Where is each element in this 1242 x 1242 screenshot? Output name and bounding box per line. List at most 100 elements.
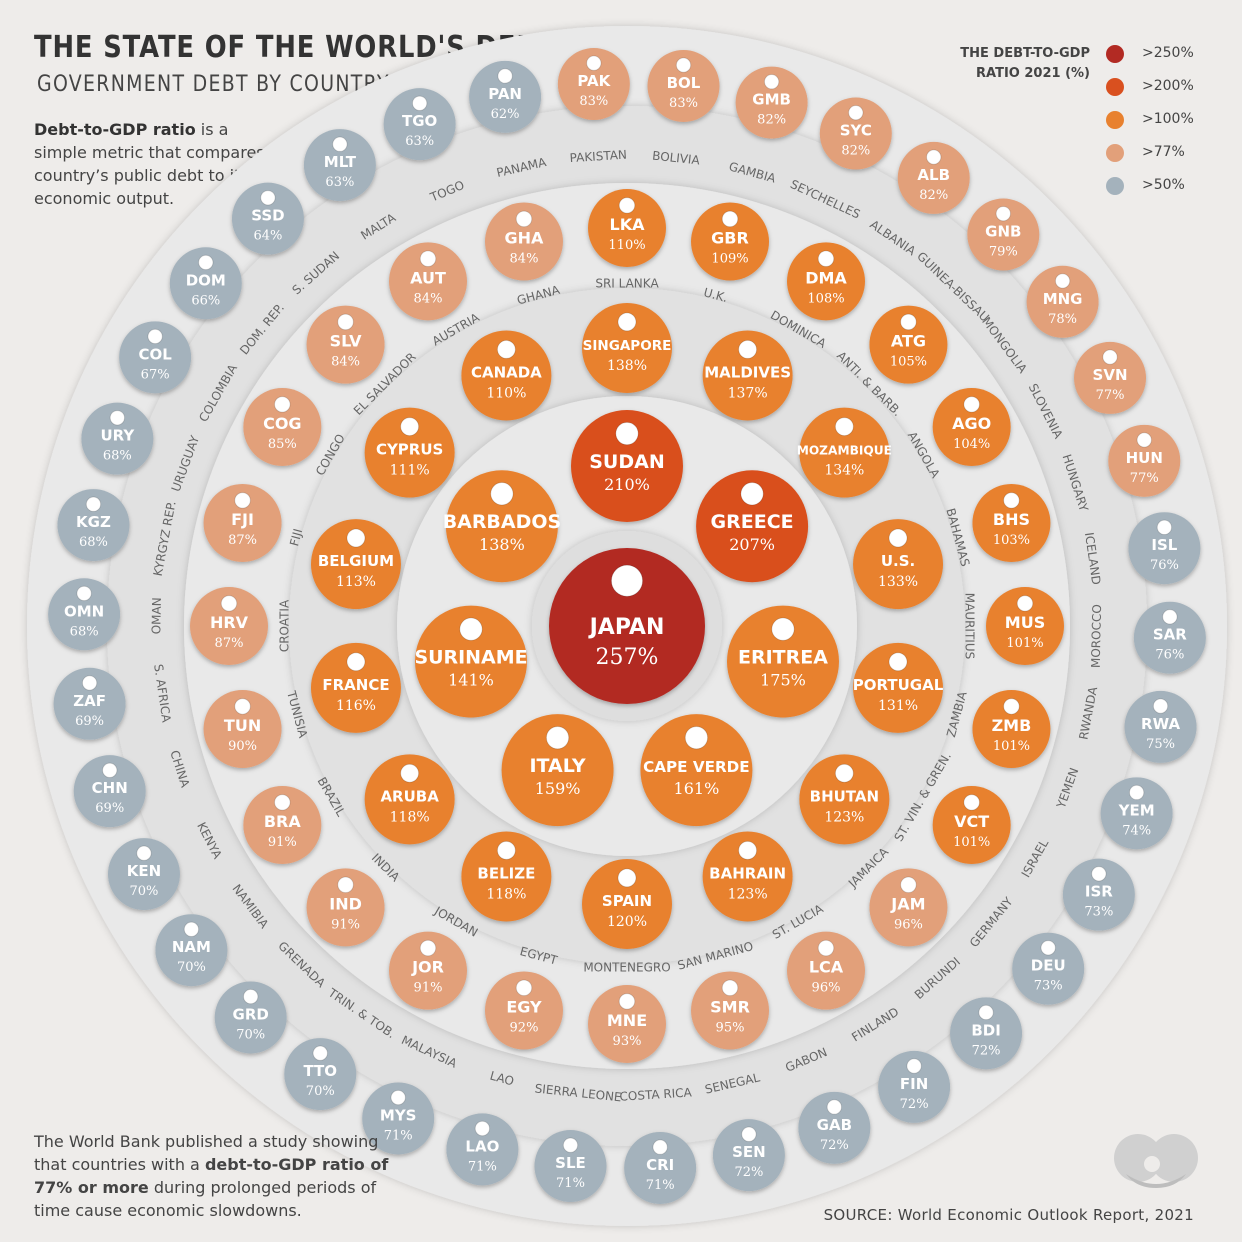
- country-value: 84%: [414, 291, 443, 306]
- country-label: SPAIN: [602, 892, 652, 910]
- flag-icon: [242, 988, 259, 1005]
- bubble-circle: [1124, 690, 1197, 763]
- flag-icon: [400, 417, 420, 437]
- country-label: ARUBA: [380, 787, 439, 805]
- country-bubble: CYPRUS 111%: [364, 407, 455, 498]
- country-label: CYPRUS: [376, 441, 443, 459]
- country-fullname: CROATIA: [278, 599, 292, 652]
- intro-text: Debt-to-GDP ratio is a simple metric tha…: [34, 118, 284, 210]
- country-bubble: JOR 91%: [389, 931, 467, 1010]
- flag-icon: [346, 528, 366, 548]
- country-bubble: SMR 95%: [691, 971, 770, 1050]
- flag-icon: [198, 254, 214, 271]
- country-label: AUT: [410, 268, 446, 287]
- country-label: TGO: [402, 112, 437, 130]
- country-label: COG: [263, 414, 301, 433]
- bubble-circle: [640, 714, 753, 827]
- flag-icon: [618, 993, 636, 1010]
- country-value: 72%: [900, 1097, 929, 1112]
- country-value: 87%: [228, 533, 257, 548]
- bubble-circle: [819, 97, 892, 170]
- country-value: 73%: [1084, 905, 1113, 920]
- legend-item: >250%: [1106, 44, 1216, 64]
- footnote-part2: during prolonged periods of time cause e…: [34, 1178, 377, 1220]
- flag-icon: [562, 1137, 579, 1153]
- country-label: ITALY: [529, 755, 585, 777]
- country-label: BRA: [264, 812, 302, 831]
- country-value: 67%: [141, 367, 170, 382]
- flag-icon: [684, 725, 709, 750]
- country-value: 68%: [70, 624, 99, 639]
- country-fullname: MAURITIUS: [963, 593, 977, 660]
- bubble-circle: [1012, 932, 1085, 1005]
- country-value: 66%: [191, 293, 220, 308]
- flag-icon: [978, 1004, 994, 1021]
- country-bubble: SYC 82%: [819, 97, 892, 170]
- bubble-circle: [582, 303, 672, 393]
- ring-2: SINGAPORE 138% MALDIVES 137% MOZAMBIQUE 134% U…: [310, 303, 944, 949]
- country-label: SYC: [840, 122, 872, 140]
- country-value: 96%: [812, 981, 841, 996]
- country-fullname: MOROCCO: [1089, 604, 1104, 668]
- legend-label: >200%: [1142, 78, 1194, 94]
- country-bubble: MYS 71%: [362, 1082, 435, 1155]
- country-bubble: LKA 110%: [588, 189, 666, 267]
- country-value: 70%: [177, 960, 206, 975]
- country-label: BELGIUM: [318, 552, 394, 570]
- country-bubble: ALB 82%: [897, 141, 970, 214]
- country-label: ISL: [1151, 536, 1177, 554]
- country-value: 78%: [1048, 312, 1077, 327]
- country-label: CHN: [92, 779, 128, 797]
- bubble-circle: [81, 402, 154, 475]
- country-bubble: TTO 70%: [284, 1038, 357, 1111]
- bubble-circle: [1026, 265, 1099, 338]
- country-bubble: ATG 105%: [869, 305, 948, 384]
- country-label: GHA: [505, 229, 545, 248]
- country-label: ISR: [1085, 883, 1113, 901]
- country-bubble: AUT 84%: [389, 242, 467, 321]
- country-value: 210%: [604, 475, 650, 494]
- bubble-circle: [588, 189, 666, 267]
- bubble-circle: [712, 1119, 785, 1192]
- country-label: ERITREA: [738, 647, 828, 669]
- country-bubble: KGZ 68%: [57, 489, 130, 562]
- country-label: MNE: [607, 1011, 647, 1030]
- legend-swatch: [1106, 144, 1124, 162]
- flag-icon: [183, 921, 200, 938]
- legend-swatch: [1106, 177, 1124, 195]
- bubble-circle: [303, 129, 376, 202]
- country-value: 69%: [95, 801, 124, 816]
- flag-icon: [1054, 273, 1071, 289]
- country-label: GRD: [233, 1005, 269, 1023]
- bubble-circle: [1133, 601, 1206, 674]
- bubble-circle: [169, 247, 242, 320]
- bubble-circle: [310, 642, 401, 733]
- country-value: 93%: [613, 1034, 642, 1049]
- flag-icon: [906, 1058, 922, 1074]
- country-label: DMA: [805, 268, 847, 287]
- country-fullname: MONTENEGRO: [583, 961, 670, 975]
- country-label: SURINAME: [414, 647, 527, 669]
- country-bubble: PORTUGAL 131%: [853, 642, 944, 733]
- country-label: TUN: [224, 716, 261, 735]
- country-value: 68%: [79, 535, 108, 550]
- country-bubble: CANADA 110%: [461, 330, 552, 421]
- bubble-circle: [647, 49, 720, 122]
- country-bubble: DEU 73%: [1012, 932, 1085, 1005]
- flag-icon: [926, 149, 942, 165]
- country-value: 101%: [993, 739, 1030, 754]
- bubble-circle: [950, 997, 1023, 1070]
- country-bubble: GBR 109%: [691, 202, 770, 281]
- country-label: CRI: [646, 1156, 674, 1174]
- country-bubble: IND 91%: [306, 868, 385, 947]
- flag-icon: [763, 74, 780, 90]
- flag-icon: [102, 762, 118, 779]
- ring-4: PAK83%PAKISTANBOL83%BOLIVIAGMB82%GAMBIAS…: [48, 48, 1206, 1204]
- bubble-circle: [735, 66, 808, 139]
- country-value: 141%: [448, 671, 494, 690]
- country-bubble: FJI 87%: [203, 483, 282, 562]
- legend-label: >250%: [1142, 45, 1194, 61]
- country-label: JOR: [411, 958, 444, 977]
- country-value: 105%: [890, 355, 927, 370]
